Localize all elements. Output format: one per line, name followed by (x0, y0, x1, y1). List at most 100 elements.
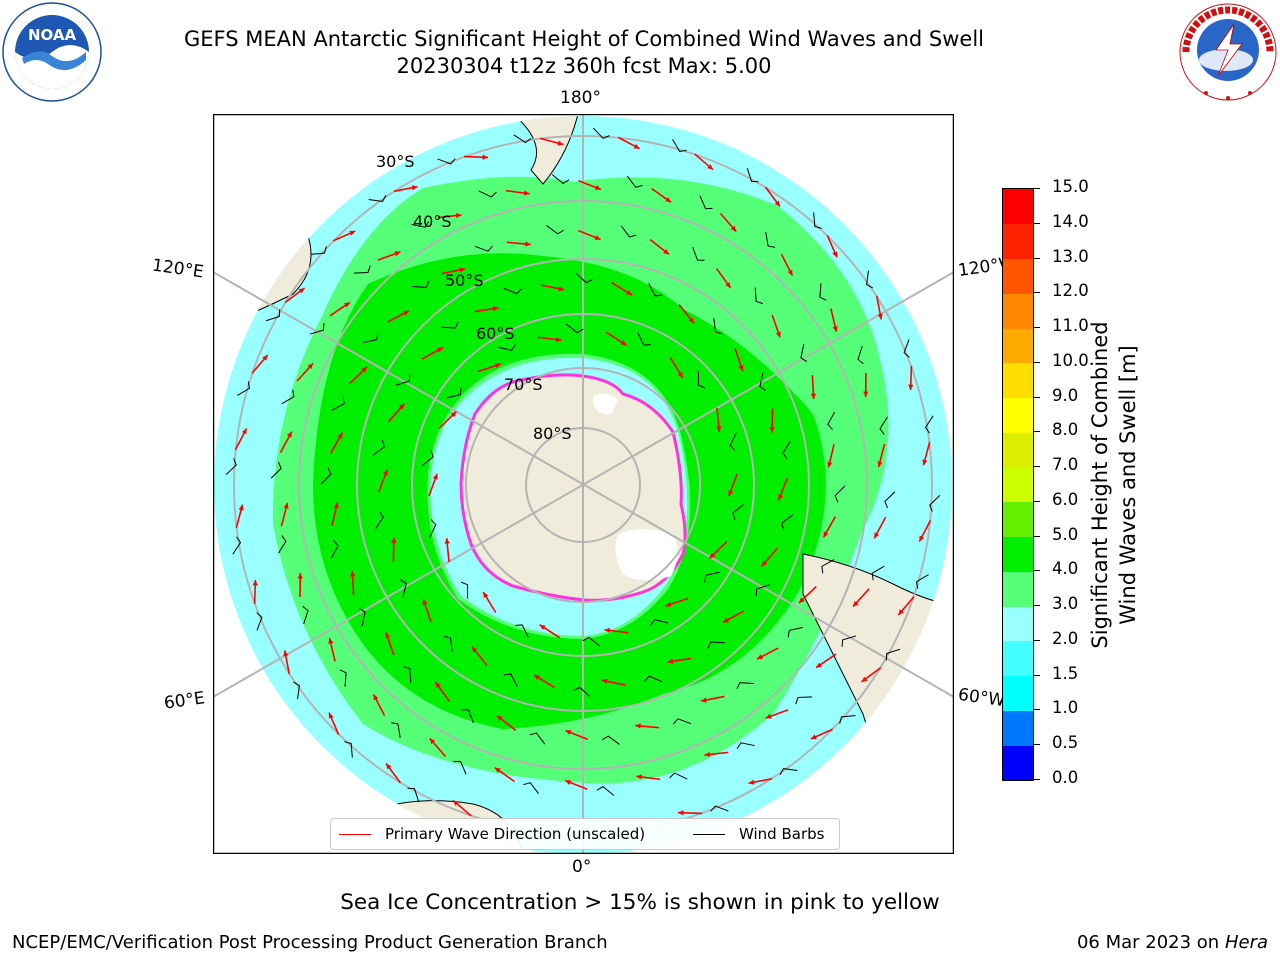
wind-barb (699, 195, 713, 210)
wind-barb (602, 735, 620, 745)
wind-barb (841, 635, 857, 647)
wind-barb (782, 440, 791, 459)
wave-arrow (863, 372, 869, 397)
wind-barb (729, 432, 737, 451)
wave-arrow (477, 363, 502, 373)
wave-arrow (329, 301, 351, 317)
colorbar-tick-label: 4.0 (1052, 559, 1079, 579)
wave-arrow (769, 408, 775, 433)
wind-barb (515, 624, 529, 638)
wave-arrow (284, 287, 305, 304)
colorbar-tick-mark (1034, 779, 1040, 780)
colorbar-tick-mark (1034, 535, 1040, 537)
wave-arrow (421, 346, 444, 360)
colorbar-segment (1003, 536, 1033, 572)
colorbar-tick-label: 10.0 (1052, 350, 1089, 370)
wave-arrow (444, 538, 450, 563)
wave-arrow (852, 588, 870, 608)
lat-label-40s: 40°S (413, 212, 452, 231)
wave-arrow (437, 212, 462, 219)
wind-barb (225, 458, 237, 475)
wave-arrow (393, 185, 418, 193)
wave-region-4-5m (313, 253, 826, 729)
wind-barb (884, 491, 896, 509)
wind-barb (672, 718, 692, 725)
wave-arrow (578, 229, 601, 241)
wave-arrow (601, 678, 626, 686)
colorbar-segment (1003, 223, 1033, 259)
colorbar-tick-mark (1034, 639, 1040, 641)
colorbar-tick-label: 0.5 (1052, 733, 1079, 753)
colorbar (1002, 188, 1034, 781)
chart-title: GEFS MEAN Antarctic Significant Height o… (183, 27, 985, 51)
colorbar-segment (1003, 258, 1033, 294)
lon-label-180: 180° (560, 88, 601, 108)
wind-barb (523, 782, 540, 795)
wave-arrow (438, 410, 458, 429)
wind-barb (697, 371, 706, 389)
wind-barb (779, 768, 798, 775)
wind-barb (232, 536, 242, 555)
wind-barb (402, 665, 412, 683)
wind-barb (400, 579, 407, 598)
graticule (213, 114, 954, 854)
wind-barb (754, 287, 764, 305)
colorbar-tick-mark (1034, 431, 1040, 433)
wind-barb (596, 786, 615, 796)
wind-barb (281, 389, 295, 405)
wind-barb (309, 323, 325, 335)
wave-arrow (780, 253, 794, 277)
colorbar-tick-label: 15.0 (1052, 177, 1089, 196)
colorbar-segment (1003, 432, 1033, 468)
wind-barb (270, 461, 282, 479)
wind-barbs (225, 127, 941, 812)
wave-arrow (760, 547, 778, 567)
colorbar-tick-label: 14.0 (1052, 211, 1089, 231)
map-canvas (213, 114, 954, 854)
wind-barb (648, 283, 663, 297)
wave-arrow (716, 407, 722, 432)
wave-arrow (798, 585, 817, 604)
wind-barb (573, 686, 591, 698)
wave-arrow (875, 295, 883, 320)
wind-barb (330, 540, 339, 559)
wind-barb (278, 535, 287, 554)
wave-arrow (565, 729, 588, 741)
wind-barb (800, 343, 808, 363)
wave-arrow (636, 774, 661, 781)
wind-barb (358, 607, 366, 627)
wave-arrow (667, 657, 692, 664)
wind-barb (885, 648, 901, 661)
colorbar-tick-mark (1034, 466, 1040, 468)
host-text: Hera (1224, 932, 1268, 953)
wind-barb (795, 696, 813, 705)
wave-arrow (611, 281, 633, 296)
wave-arrow (494, 767, 515, 783)
wind-barb (582, 636, 601, 647)
colorbar-segment (1003, 745, 1033, 781)
wave-arrow (331, 502, 339, 526)
wave-arrow (296, 362, 314, 382)
wind-barb (787, 626, 804, 638)
wind-barb (437, 158, 456, 165)
wave-arrow (822, 516, 837, 538)
colorbar-segment (1003, 710, 1033, 746)
wind-barb (669, 772, 688, 780)
wave-arrow (810, 375, 816, 400)
wave-arrow (918, 519, 932, 542)
wave-arrow (482, 591, 497, 613)
wind-barb (746, 167, 759, 183)
colorbar-segment (1003, 606, 1033, 642)
wind-barb (839, 715, 856, 724)
wave-arrow (715, 268, 732, 289)
wind-barb (707, 641, 725, 649)
colorbar-tick-mark (1034, 361, 1040, 363)
wind-barb (713, 318, 723, 335)
wind-barb (819, 283, 827, 301)
wave-arrow (422, 598, 432, 622)
wave-arrow (617, 136, 640, 150)
wind-barb (302, 605, 309, 625)
wave-arrow (564, 779, 588, 791)
wave-arrow (694, 153, 714, 171)
wind-barb (565, 323, 584, 334)
